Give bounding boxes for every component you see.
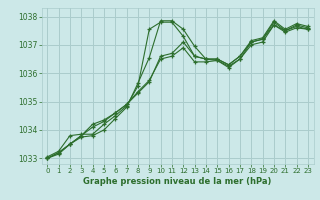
- X-axis label: Graphe pression niveau de la mer (hPa): Graphe pression niveau de la mer (hPa): [84, 177, 272, 186]
